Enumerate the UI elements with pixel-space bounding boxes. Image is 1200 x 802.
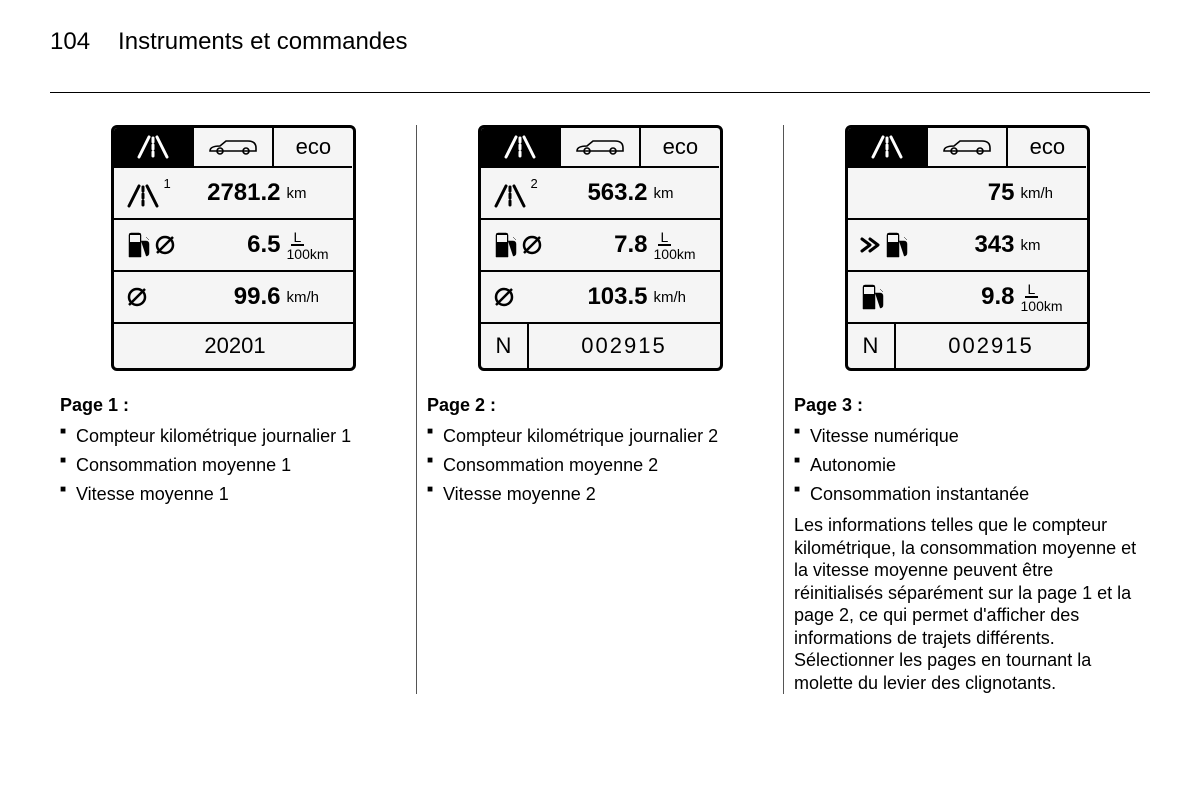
page-3-label: Page 3 :: [794, 395, 1140, 416]
instant-consumption-value: 9.8: [920, 283, 1021, 311]
car-icon: [942, 138, 992, 156]
car-icon: [575, 138, 625, 156]
odometer-value: 002915: [529, 333, 720, 359]
column-2: eco 2 563.2 km 7.8: [416, 125, 783, 694]
column-3: eco 75 km/h 343 km: [783, 125, 1150, 694]
road-lane-icon: [136, 135, 170, 159]
page-2-label: Page 2 :: [427, 395, 773, 416]
gear-indicator: N: [481, 324, 529, 368]
trip-distance-value: 2781.2: [186, 179, 287, 207]
display-tabs: eco: [481, 128, 720, 168]
fuel-avg-icon: [126, 231, 204, 259]
trip-distance-unit: km: [654, 185, 712, 202]
trip-road-icon: 1: [126, 178, 186, 208]
avg-consumption-value: 6.5: [204, 231, 287, 259]
range-icon: [860, 231, 938, 259]
list-item: Consommation moyenne 2: [427, 451, 773, 480]
eco-tab: eco: [274, 128, 352, 168]
chapter-title: Instruments et commandes: [118, 28, 407, 56]
odometer-value: 002915: [896, 333, 1087, 359]
trip-distance-value: 563.2: [553, 179, 654, 207]
trip-computer-display: eco 75 km/h 343 km: [845, 125, 1090, 371]
trip-number-label: 2: [531, 176, 538, 191]
header-divider: [50, 92, 1150, 93]
range-arrows-icon: [860, 235, 882, 255]
average-symbol-icon: [154, 234, 176, 256]
odometer-row: 20201: [114, 324, 353, 368]
road-lane-icon: [503, 135, 537, 159]
avg-consumption-row: 6.5 L 100km: [114, 220, 353, 272]
avg-speed-unit: km/h: [654, 289, 712, 306]
car-tab: [928, 128, 1008, 168]
consumption-unit: L 100km: [1021, 282, 1079, 313]
eco-tab: eco: [1008, 128, 1086, 168]
instant-consumption-row: 9.8 L 100km: [848, 272, 1087, 324]
eco-tab: eco: [641, 128, 719, 168]
list-item: Vitesse moyenne 2: [427, 480, 773, 509]
page-3-list: Vitesse numérique Autonomie Consommation…: [794, 422, 1140, 508]
display-tabs: eco: [848, 128, 1087, 168]
car-tab: [561, 128, 641, 168]
road-tab: [848, 128, 928, 168]
avg-speed-row: 99.6 km/h: [114, 272, 353, 324]
trip-distance-unit: km: [287, 185, 345, 202]
range-row: 343 km: [848, 220, 1087, 272]
display-panel-2: eco 2 563.2 km 7.8: [427, 125, 773, 371]
display-panel-3: eco 75 km/h 343 km: [794, 125, 1140, 371]
car-tab: [194, 128, 274, 168]
road-lane-icon: [870, 135, 904, 159]
consumption-unit: L 100km: [287, 230, 345, 261]
trip-road-icon: 2: [493, 178, 553, 208]
fuel-pump-icon: [884, 231, 910, 259]
avg-speed-value: 103.5: [553, 283, 654, 311]
range-unit: km: [1021, 237, 1079, 254]
average-symbol-icon: [126, 286, 186, 308]
average-symbol-icon: [493, 286, 553, 308]
list-item: Consommation instantanée: [794, 480, 1140, 509]
trip-computer-display: eco 2 563.2 km 7.8: [478, 125, 723, 371]
average-symbol-icon: [521, 234, 543, 256]
trip-distance-row: 2 563.2 km: [481, 168, 720, 220]
odometer-value: 20201: [204, 333, 265, 359]
list-item: Vitesse moyenne 1: [60, 480, 406, 509]
page-1-label: Page 1 :: [60, 395, 406, 416]
content-columns: eco 1 2781.2 km 6.5: [50, 125, 1150, 694]
consumption-unit: L 100km: [654, 230, 712, 261]
trip-distance-row: 1 2781.2 km: [114, 168, 353, 220]
avg-speed-unit: km/h: [287, 289, 345, 306]
display-tabs: eco: [114, 128, 353, 168]
odometer-row: N 002915: [848, 324, 1087, 368]
description-paragraph: Les informations telles que le comp­teur…: [794, 514, 1140, 694]
digital-speed-unit: km/h: [1021, 185, 1079, 202]
odometer-row: N 002915: [481, 324, 720, 368]
avg-speed-row: 103.5 km/h: [481, 272, 720, 324]
fuel-pump-icon: [860, 283, 920, 311]
fuel-avg-icon: [493, 231, 571, 259]
road-tab: [481, 128, 561, 168]
avg-consumption-value: 7.8: [571, 231, 654, 259]
fuel-pump-icon: [493, 231, 519, 259]
car-icon: [208, 138, 258, 156]
list-item: Vitesse numérique: [794, 422, 1140, 451]
page-number: 104: [50, 28, 90, 56]
gear-indicator: N: [848, 324, 896, 368]
road-tab: [114, 128, 194, 168]
page-1-list: Compteur kilométrique journalier 1 Conso…: [60, 422, 406, 508]
list-item: Consommation moyenne 1: [60, 451, 406, 480]
page-header: 104 Instruments et commandes: [50, 28, 408, 56]
list-item: Compteur kilométrique journalier 2: [427, 422, 773, 451]
list-item: Autonomie: [794, 451, 1140, 480]
avg-speed-value: 99.6: [186, 283, 287, 311]
page-2-list: Compteur kilométrique journalier 2 Conso…: [427, 422, 773, 508]
fuel-pump-icon: [126, 231, 152, 259]
digital-speed-value: 75: [920, 179, 1021, 207]
digital-speed-row: 75 km/h: [848, 168, 1087, 220]
trip-number-label: 1: [164, 176, 171, 191]
display-panel-1: eco 1 2781.2 km 6.5: [60, 125, 406, 371]
trip-computer-display: eco 1 2781.2 km 6.5: [111, 125, 356, 371]
avg-consumption-row: 7.8 L 100km: [481, 220, 720, 272]
column-1: eco 1 2781.2 km 6.5: [50, 125, 416, 694]
list-item: Compteur kilométrique journalier 1: [60, 422, 406, 451]
range-value: 343: [938, 231, 1021, 259]
